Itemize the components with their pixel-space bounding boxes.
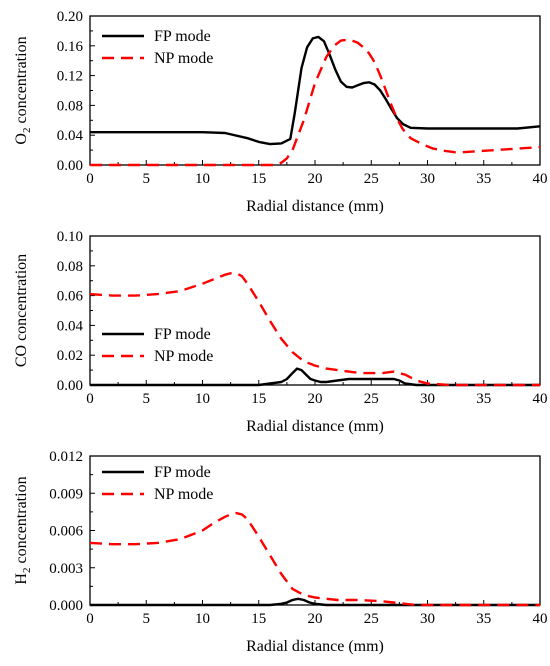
x-tick-label: 25 [364, 171, 379, 187]
y-tick-label: 0.02 [57, 348, 83, 364]
series-line-np-mode [89, 272, 540, 387]
x-tick-label: 20 [308, 391, 323, 407]
x-tick-label: 30 [420, 171, 435, 187]
x-tick-label: 40 [533, 611, 548, 627]
y-tick-label: 0.000 [49, 598, 83, 614]
y-tick-label: 0.00 [57, 158, 83, 174]
chart-panel-3: 0 5 10 15 20 25 30 35 40 0.000 0.003 0.006 0.009 0.01… [13, 449, 548, 655]
x-tick-label: 5 [143, 171, 151, 187]
x-tick-label: 40 [533, 171, 548, 187]
x-tick-label: 0 [86, 391, 94, 407]
y-tick-label: 0.012 [49, 449, 83, 465]
series-line-fp-mode [90, 35, 541, 146]
x-tick-label: 20 [308, 611, 323, 627]
legend-label: FP mode [154, 28, 211, 45]
series-line-fp-mode [90, 367, 540, 387]
x-tick-label: 30 [420, 391, 435, 407]
y-tick-label: 0.00 [57, 378, 83, 394]
legend-label: NP mode [154, 348, 213, 365]
x-tick-label: 35 [476, 391, 491, 407]
x-tick-label: 10 [195, 171, 210, 187]
series-line-np-mode [89, 511, 540, 607]
chart-panel-2: 0 5 10 15 20 25 30 35 40 0.00 0.02 0.04 0.06 0.08 0.10… [13, 229, 548, 435]
y-tick-label: 0.20 [57, 9, 83, 25]
x-axis-title: Radial distance (mm) [246, 638, 384, 655]
series-line-np-mode [90, 38, 541, 167]
y-tick-label: 0.08 [57, 259, 83, 275]
legend-label: FP mode [154, 326, 211, 343]
x-tick-label: 15 [251, 611, 266, 627]
legend-label: FP mode [154, 464, 211, 481]
y-tick-label: 0.04 [57, 318, 84, 334]
y-tick-label: 0.16 [57, 39, 84, 55]
x-tick-label: 15 [251, 171, 266, 187]
x-tick-label: 0 [86, 171, 94, 187]
y-tick-label: 0.006 [49, 524, 83, 540]
x-tick-label: 10 [195, 611, 210, 627]
x-tick-label: 15 [251, 391, 266, 407]
y-axis-title: H2 concentration [13, 476, 33, 584]
x-tick-label: 25 [364, 391, 379, 407]
x-axis-title: Radial distance (mm) [246, 418, 384, 435]
x-tick-label: 40 [533, 391, 548, 407]
x-tick-label: 5 [143, 611, 151, 627]
legend-label: NP mode [154, 486, 213, 503]
x-tick-label: 0 [86, 611, 94, 627]
chart-panel-1: 0 5 10 15 20 25 30 35 40 0.00 0.04 0.08 0.12 0.16 0.20… [13, 9, 548, 215]
y-tick-label: 0.10 [57, 229, 83, 245]
x-tick-label: 35 [476, 171, 491, 187]
y-tick-label: 0.08 [57, 98, 83, 114]
x-tick-label: 25 [364, 611, 379, 627]
series-line-fp-mode [90, 597, 540, 607]
y-tick-label: 0.009 [49, 486, 83, 502]
legend-label: NP mode [154, 50, 213, 67]
x-axis-title: Radial distance (mm) [246, 198, 384, 215]
y-tick-label: 0.003 [49, 561, 83, 577]
y-tick-label: 0.06 [57, 289, 84, 305]
x-tick-label: 5 [143, 391, 151, 407]
y-axis-title: O2 concentration [13, 36, 33, 144]
x-tick-label: 20 [308, 171, 323, 187]
x-tick-label: 30 [420, 611, 435, 627]
y-tick-label: 0.04 [57, 128, 84, 144]
y-axis-title: CO concentration [13, 254, 30, 367]
x-tick-label: 10 [195, 391, 210, 407]
y-tick-label: 0.12 [57, 69, 83, 85]
x-tick-label: 35 [476, 611, 491, 627]
